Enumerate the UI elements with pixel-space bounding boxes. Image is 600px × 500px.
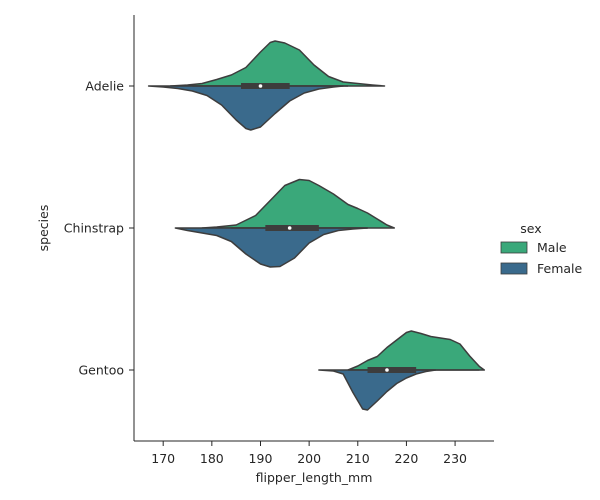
legend: sex Male Female xyxy=(500,221,583,276)
y-tick-label: Chinstrap xyxy=(64,221,124,236)
y-ticks: Adelie Chinstrap Gentoo xyxy=(64,79,134,378)
legend-swatch-female xyxy=(500,262,528,275)
x-tick-label: 230 xyxy=(443,451,467,466)
iqr-box-gentoo xyxy=(367,367,417,373)
legend-swatch-male xyxy=(500,241,528,254)
violin-female-gentoo xyxy=(318,369,437,411)
iqr-box-adelie xyxy=(241,83,290,89)
x-tick-label: 170 xyxy=(151,451,175,466)
median-dot-chinstrap xyxy=(287,226,292,230)
violin-male-adelie xyxy=(169,40,386,87)
legend-title: sex xyxy=(520,221,541,236)
x-tick-label: 180 xyxy=(200,451,224,466)
x-axis-label: flipper_length_mm xyxy=(256,470,373,485)
median-dot-adelie xyxy=(258,84,263,88)
legend-label-male: Male xyxy=(537,240,567,255)
violin-female-adelie xyxy=(147,85,344,131)
x-ticks: 170 180 190 200 210 220 230 xyxy=(151,441,467,466)
median-dot-gentoo xyxy=(385,368,389,372)
x-tick-label: 210 xyxy=(346,451,370,466)
y-axis-label: species xyxy=(36,205,51,252)
violin-female-chinstrap xyxy=(174,227,369,268)
y-tick-label: Adelie xyxy=(85,79,124,94)
box-layer xyxy=(192,83,480,373)
violin-male-chinstrap xyxy=(201,178,396,229)
x-tick-label: 190 xyxy=(249,451,273,466)
iqr-box-chinstrap xyxy=(265,225,319,231)
x-tick-label: 220 xyxy=(395,451,419,466)
violins-layer xyxy=(147,40,486,411)
legend-label-female: Female xyxy=(537,261,583,276)
x-tick-label: 200 xyxy=(297,451,321,466)
y-tick-label: Gentoo xyxy=(79,363,125,378)
violin-male-gentoo xyxy=(347,330,486,371)
